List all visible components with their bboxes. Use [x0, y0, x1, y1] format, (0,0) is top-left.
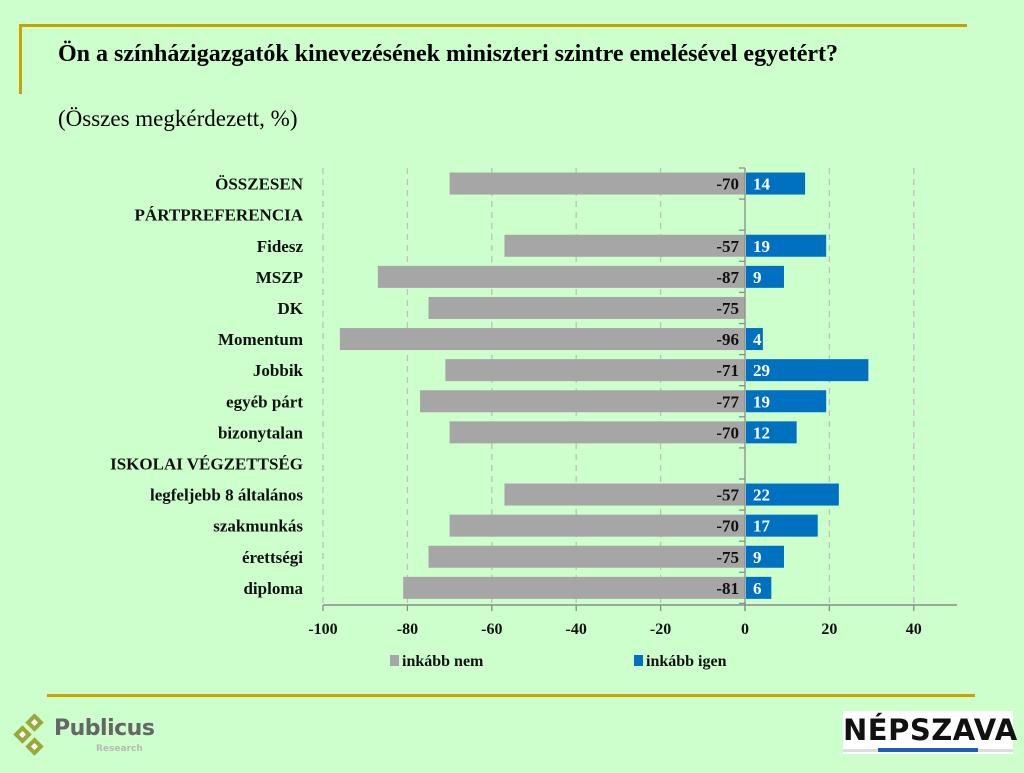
- bar-nem: [504, 234, 745, 257]
- data-label-nem: -71: [716, 361, 739, 380]
- legend-swatch-nem: [390, 655, 399, 666]
- nepszava-logo: NÉPSZAVA: [843, 711, 1018, 754]
- tick-label: 20: [821, 621, 837, 638]
- tick-label: -100: [308, 621, 337, 638]
- category-label: MSZP: [256, 268, 303, 287]
- data-label-igen: 9: [753, 548, 762, 567]
- bar-nem: [504, 483, 745, 506]
- bar-nem: [403, 576, 745, 599]
- publicus-logo: Publicus Research: [10, 712, 155, 762]
- data-label-igen: 12: [753, 423, 770, 442]
- category-label: PÁRTPREFERENCIA: [135, 206, 304, 225]
- bottom-accent-line: [47, 694, 975, 697]
- bar-igen: [746, 576, 772, 599]
- category-label: ÖSSZESEN: [215, 175, 304, 194]
- bar-nem: [449, 421, 745, 444]
- bar-nem: [445, 359, 745, 382]
- data-label-igen: 6: [753, 579, 762, 598]
- category-label: Momentum: [218, 330, 303, 349]
- data-label-igen: 17: [753, 517, 771, 536]
- category-label: Jobbik: [253, 361, 304, 380]
- tick-label: 0: [741, 621, 749, 638]
- category-label: szakmunkás: [213, 517, 303, 536]
- data-label-nem: -75: [716, 299, 739, 318]
- publicus-diamond-icon: [13, 714, 44, 756]
- bar-nem: [428, 545, 745, 568]
- bar-nem: [420, 390, 745, 413]
- data-label-igen: 9: [753, 268, 762, 287]
- data-label-igen: 29: [753, 361, 770, 380]
- bar-igen: [746, 328, 763, 351]
- bar-igen: [746, 514, 818, 537]
- bar-nem: [428, 296, 745, 319]
- data-label-nem: -57: [716, 486, 739, 505]
- data-label-nem: -70: [716, 423, 739, 442]
- data-label-nem: -77: [716, 392, 739, 411]
- chart-subtitle: (Összes megkérdezett, %): [58, 106, 298, 131]
- bar-igen: [746, 545, 784, 568]
- tick-label: -60: [481, 621, 502, 638]
- data-label-nem: -70: [716, 517, 739, 536]
- bar-igen: [746, 390, 827, 413]
- category-label: diploma: [243, 579, 303, 598]
- left-accent-line: [19, 24, 22, 94]
- bar-nem: [377, 265, 745, 288]
- bar-igen: [746, 234, 827, 257]
- bar-igen: [746, 265, 784, 288]
- category-label: ISKOLAI VÉGZETTSÉG: [110, 454, 303, 473]
- top-accent-line: [19, 24, 967, 27]
- data-label-nem: -87: [716, 268, 739, 287]
- data-label-igen: 4: [753, 330, 762, 349]
- category-label: legfeljebb 8 általános: [150, 486, 303, 505]
- legend-swatch-igen: [634, 655, 643, 666]
- chart-title: Ön a színházigazgatók kinevezésének mini…: [58, 41, 839, 67]
- legend-label-igen: inkább igen: [646, 653, 727, 670]
- data-label-nem: -70: [716, 175, 739, 194]
- category-label: érettségi: [242, 548, 303, 567]
- tick-label: 40: [906, 621, 922, 638]
- data-label-nem: -81: [716, 579, 739, 598]
- bar-nem: [449, 514, 745, 537]
- bar-igen: [746, 359, 869, 382]
- data-label-igen: 19: [753, 237, 770, 256]
- tick-label: -20: [650, 621, 671, 638]
- bar-nem: [339, 328, 745, 351]
- publicus-name: Publicus: [54, 716, 155, 741]
- tick-label: -80: [397, 621, 418, 638]
- data-label-igen: 19: [753, 392, 770, 411]
- category-label: DK: [278, 299, 304, 318]
- data-label-igen: 22: [753, 486, 770, 505]
- publicus-sub: Research: [96, 744, 143, 754]
- category-label: Fidesz: [257, 237, 304, 256]
- data-label-nem: -57: [716, 237, 739, 256]
- nepszava-name: NÉPSZAVA: [843, 713, 1018, 747]
- legend-label-nem: inkább nem: [402, 653, 484, 670]
- bar-igen: [746, 172, 806, 195]
- data-label-nem: -75: [716, 548, 739, 567]
- data-label-nem: -96: [716, 330, 739, 349]
- bar-igen: [746, 483, 839, 506]
- bar-igen: [746, 421, 797, 444]
- category-label: bizonytalan: [218, 423, 304, 442]
- category-label: egyéb párt: [226, 392, 303, 411]
- data-label-igen: 14: [753, 175, 771, 194]
- bar-nem: [449, 172, 745, 195]
- tick-label: -40: [566, 621, 587, 638]
- nepszava-band-blue: [878, 748, 978, 752]
